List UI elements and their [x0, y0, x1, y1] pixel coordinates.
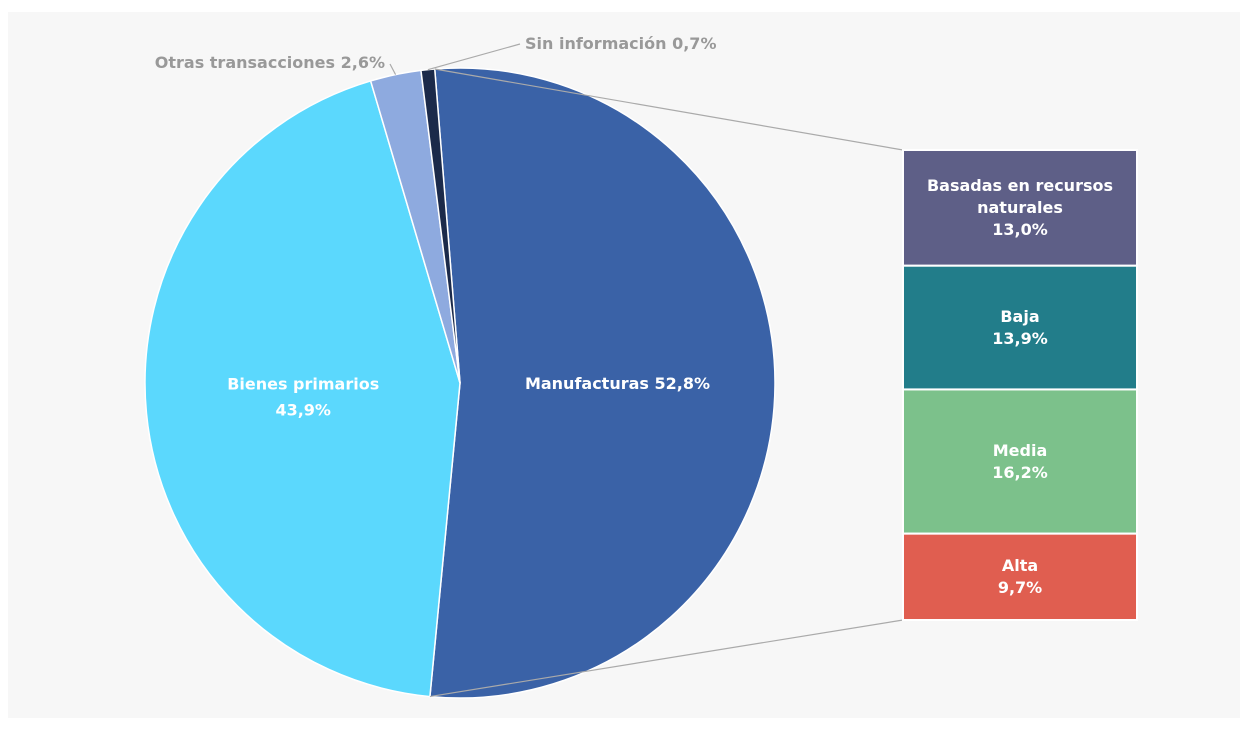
bar-label: Alta 9,7%: [915, 534, 1125, 620]
bar-segment: [902, 149, 1138, 267]
bar-label: Basadas en recursos naturales 13,0%: [915, 150, 1125, 266]
slice-label-name: Bienes primarios: [227, 375, 379, 394]
bar-label: Baja 13,9%: [915, 266, 1125, 390]
bar-label: Media 16,2%: [915, 389, 1125, 533]
leader-line: [389, 63, 397, 75]
pie-slice: [429, 67, 776, 699]
bar-label-name: Media: [992, 440, 1048, 460]
bar-label-name: Alta: [1001, 555, 1039, 575]
slice-label: Sin información 0,7%: [525, 34, 716, 53]
bar-segment: [902, 264, 1138, 391]
slice-label: Manufacturas 52,8%: [525, 374, 710, 393]
bar-label-value: 9,7%: [997, 577, 1043, 597]
leader-line: [427, 43, 521, 71]
slice-label: Otras transacciones 2,6%: [155, 53, 385, 72]
slice-label-name: Otras transacciones: [155, 53, 335, 72]
bar-segment: [902, 388, 1138, 535]
bar-label-value: 16,2%: [992, 462, 1048, 482]
connector-line: [434, 68, 904, 151]
bar-label-value: 13,0%: [992, 219, 1048, 239]
slice-label-name: Sin información: [525, 34, 667, 53]
slice-label-value: 0,7%: [672, 34, 716, 53]
connector-line: [429, 619, 904, 698]
slice-label-value: 2,6%: [341, 53, 385, 72]
bar-label-value: 13,9%: [992, 328, 1048, 348]
pie-slice: [144, 80, 461, 698]
pie-slice: [420, 68, 461, 384]
bar-label-name: Baja: [1000, 306, 1040, 326]
slice-label-name: Manufacturas: [525, 374, 649, 393]
bar-segment: [902, 532, 1138, 621]
slice-label-value: 52,8%: [655, 374, 711, 393]
bar-label-name: Basadas en recursos naturales: [926, 175, 1113, 217]
slice-label-value: 43,9%: [275, 401, 331, 420]
